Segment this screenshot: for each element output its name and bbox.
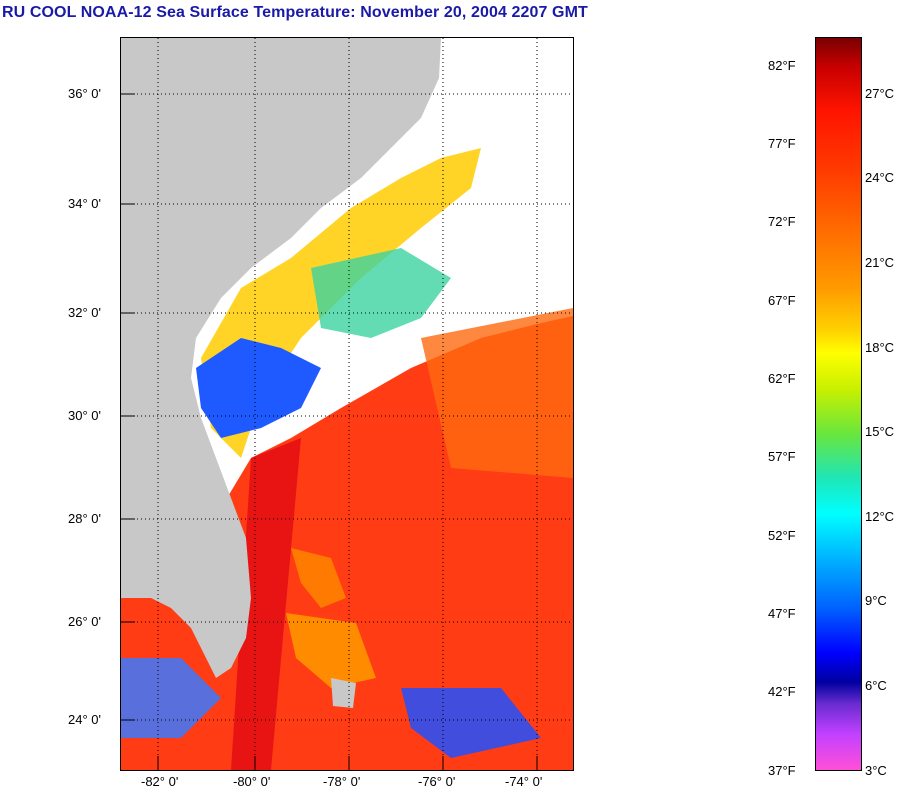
celsius-label: 12°C bbox=[865, 509, 895, 524]
bahamas-bank bbox=[286, 613, 376, 688]
lat-label: 30° 0' bbox=[68, 408, 101, 423]
lat-label: 26° 0' bbox=[68, 614, 101, 629]
lon-label: -78° 0' bbox=[323, 774, 361, 789]
axis-ticks bbox=[121, 93, 538, 770]
celsius-label: 21°C bbox=[865, 255, 895, 270]
lon-label: -80° 0' bbox=[233, 774, 271, 789]
fahrenheit-label: 62°F bbox=[768, 371, 796, 386]
lon-label: -74° 0' bbox=[505, 774, 543, 789]
graticule bbox=[121, 38, 573, 770]
lat-label: 24° 0' bbox=[68, 712, 101, 727]
sst-map-canvas bbox=[121, 38, 573, 770]
fahrenheit-label: 57°F bbox=[768, 449, 796, 464]
cold-water-patch bbox=[196, 338, 321, 438]
fahrenheit-label: 67°F bbox=[768, 293, 796, 308]
lat-label: 28° 0' bbox=[68, 511, 101, 526]
fahrenheit-label: 82°F bbox=[768, 58, 796, 73]
land-mass bbox=[121, 38, 441, 678]
celsius-label: 18°C bbox=[865, 340, 895, 355]
bahamas-bank bbox=[291, 548, 346, 608]
celsius-label: 24°C bbox=[865, 170, 895, 185]
lat-label: 36° 0' bbox=[68, 86, 101, 101]
celsius-label: 3°C bbox=[865, 763, 887, 778]
fahrenheit-label: 77°F bbox=[768, 136, 796, 151]
lat-label: 34° 0' bbox=[68, 196, 101, 211]
celsius-label: 9°C bbox=[865, 593, 887, 608]
warm-water-patch bbox=[421, 308, 573, 478]
fahrenheit-label: 52°F bbox=[768, 528, 796, 543]
florida-current bbox=[231, 438, 301, 770]
celsius-label: 6°C bbox=[865, 678, 887, 693]
celsius-label: 15°C bbox=[865, 424, 895, 439]
page-title: RU COOL NOAA-12 Sea Surface Temperature:… bbox=[2, 4, 588, 21]
island bbox=[331, 678, 356, 708]
lon-label: -82° 0' bbox=[141, 774, 179, 789]
fahrenheit-label: 72°F bbox=[768, 214, 796, 229]
mid-shelf-water bbox=[311, 248, 451, 338]
fahrenheit-label: 37°F bbox=[768, 763, 796, 778]
fahrenheit-label: 47°F bbox=[768, 606, 796, 621]
fahrenheit-label: 42°F bbox=[768, 684, 796, 699]
lat-label: 32° 0' bbox=[68, 305, 101, 320]
temperature-colorbar bbox=[815, 37, 862, 771]
celsius-label: 27°C bbox=[865, 86, 895, 101]
lon-label: -76° 0' bbox=[418, 774, 456, 789]
sst-map bbox=[120, 37, 574, 771]
bahamas-cold-patch bbox=[401, 688, 541, 758]
gulf-cold-patch bbox=[121, 658, 221, 738]
